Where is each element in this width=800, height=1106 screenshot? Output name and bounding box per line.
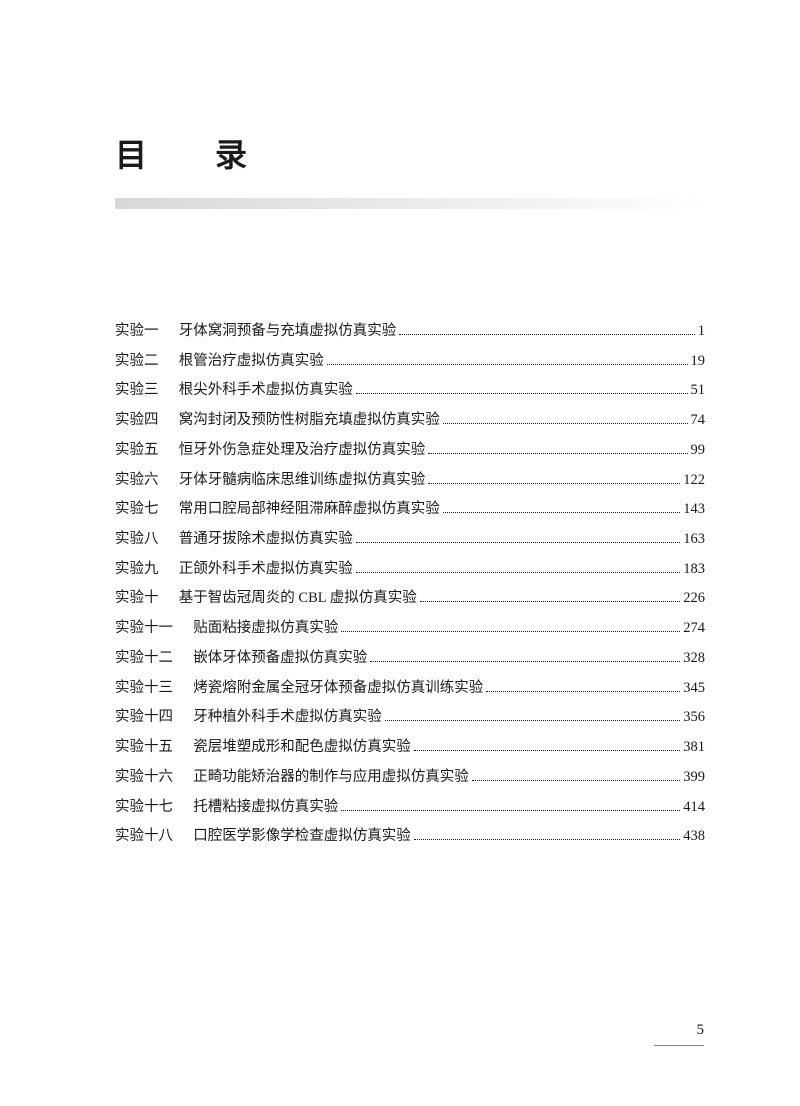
- toc-entry: 实验十六正畸功能矫治器的制作与应用虚拟仿真实验 399: [115, 763, 705, 793]
- toc-entry-page: 19: [691, 347, 706, 377]
- toc-entry: 实验十八口腔医学影像学检查虚拟仿真实验 438: [115, 822, 705, 852]
- toc-entry: 实验三根尖外科手术虚拟仿真实验 51: [115, 376, 705, 406]
- toc-entry-dots: [420, 601, 681, 602]
- toc-entry-text: 恒牙外伤急症处理及治疗虚拟仿真实验: [179, 436, 426, 466]
- toc-entry-label: 实验十四: [115, 703, 173, 733]
- toc-entry: 实验一牙体窝洞预备与充填虚拟仿真实验 1: [115, 317, 705, 347]
- toc-entry-label: 实验十六: [115, 763, 173, 793]
- toc-entry-page: 122: [683, 466, 705, 496]
- toc-entry-page: 381: [683, 733, 705, 763]
- toc-entry-page: 143: [683, 495, 705, 525]
- toc-entry-label: 实验十八: [115, 822, 173, 852]
- toc-entry: 实验六牙体牙髓病临床思维训练虚拟仿真实验 122: [115, 466, 705, 496]
- toc-entry-dots: [472, 780, 680, 781]
- toc-entry-page: 226: [683, 584, 705, 614]
- toc-entry-page: 163: [683, 525, 705, 555]
- toc-entry-label: 实验五: [115, 436, 159, 466]
- toc-entry-label: 实验三: [115, 376, 159, 406]
- toc-entry-dots: [414, 839, 680, 840]
- toc-entry: 实验十五瓷层堆塑成形和配色虚拟仿真实验 381: [115, 733, 705, 763]
- toc-entry-page: 356: [683, 703, 705, 733]
- toc-entry-text: 常用口腔局部神经阻滞麻醉虚拟仿真实验: [179, 495, 440, 525]
- toc-entry: 实验二根管治疗虚拟仿真实验 19: [115, 347, 705, 377]
- toc-entry-page: 1: [698, 317, 705, 347]
- toc-entry-label: 实验十三: [115, 674, 173, 704]
- toc-entry-dots: [399, 334, 694, 335]
- toc-entry-label: 实验十一: [115, 614, 173, 644]
- toc-entry-text: 窝沟封闭及预防性树脂充填虚拟仿真实验: [179, 406, 440, 436]
- toc-entry-dots: [385, 720, 680, 721]
- page-number-underline: [654, 1045, 704, 1046]
- toc-entry-text: 贴面粘接虚拟仿真实验: [193, 614, 338, 644]
- toc-entry-text: 正颌外科手术虚拟仿真实验: [179, 555, 353, 585]
- toc-entry-dots: [443, 512, 680, 513]
- toc-entry: 实验十二嵌体牙体预备虚拟仿真实验 328: [115, 644, 705, 674]
- toc-entry-dots: [370, 661, 680, 662]
- toc-entry-label: 实验二: [115, 347, 159, 377]
- toc-entry-text: 牙体窝洞预备与充填虚拟仿真实验: [179, 317, 397, 347]
- page-number-text: 5: [697, 1022, 705, 1038]
- toc-entry: 实验十三烤瓷熔附金属全冠牙体预备虚拟仿真训练实验 345: [115, 674, 705, 704]
- toc-entry-page: 183: [683, 555, 705, 585]
- toc-entry: 实验十一贴面粘接虚拟仿真实验 274: [115, 614, 705, 644]
- toc-entry: 实验四窝沟封闭及预防性树脂充填虚拟仿真实验 74: [115, 406, 705, 436]
- toc-entry-page: 414: [683, 793, 705, 823]
- toc-entry-dots: [341, 810, 680, 811]
- toc-entry: 实验九正颌外科手术虚拟仿真实验 183: [115, 555, 705, 585]
- toc-entry-page: 328: [683, 644, 705, 674]
- toc-entry-page: 274: [683, 614, 705, 644]
- toc-entry-text: 根管治疗虚拟仿真实验: [179, 347, 324, 377]
- toc-entry-page: 399: [683, 763, 705, 793]
- toc-entry-dots: [428, 453, 687, 454]
- toc-entry: 实验十四牙种植外科手术虚拟仿真实验 356: [115, 703, 705, 733]
- toc-list: 实验一牙体窝洞预备与充填虚拟仿真实验1实验二根管治疗虚拟仿真实验19实验三根尖外…: [115, 317, 705, 852]
- toc-entry-text: 牙种植外科手术虚拟仿真实验: [193, 703, 382, 733]
- toc-entry-text: 嵌体牙体预备虚拟仿真实验: [193, 644, 367, 674]
- toc-entry-text: 托槽粘接虚拟仿真实验: [193, 793, 338, 823]
- toc-entry-label: 实验六: [115, 466, 159, 496]
- toc-entry-label: 实验四: [115, 406, 159, 436]
- document-page: 目 录 实验一牙体窝洞预备与充填虚拟仿真实验1实验二根管治疗虚拟仿真实验19实验…: [0, 0, 800, 852]
- toc-entry-page: 51: [691, 376, 706, 406]
- toc-title: 目 录: [115, 130, 705, 176]
- title-divider: [115, 198, 705, 209]
- toc-entry-dots: [356, 572, 680, 573]
- toc-entry-text: 烤瓷熔附金属全冠牙体预备虚拟仿真训练实验: [193, 674, 483, 704]
- toc-entry-text: 正畸功能矫治器的制作与应用虚拟仿真实验: [193, 763, 469, 793]
- toc-entry: 实验十七托槽粘接虚拟仿真实验 414: [115, 793, 705, 823]
- toc-entry-label: 实验七: [115, 495, 159, 525]
- toc-entry-dots: [327, 364, 688, 365]
- toc-entry-dots: [414, 750, 680, 751]
- toc-entry-text: 瓷层堆塑成形和配色虚拟仿真实验: [193, 733, 411, 763]
- page-number: 5: [654, 1022, 704, 1046]
- toc-entry-text: 普通牙拔除术虚拟仿真实验: [179, 525, 353, 555]
- toc-entry-page: 345: [683, 674, 705, 704]
- toc-entry-text: 根尖外科手术虚拟仿真实验: [179, 376, 353, 406]
- toc-entry-page: 438: [683, 822, 705, 852]
- toc-entry-page: 99: [691, 436, 706, 466]
- toc-entry-dots: [356, 393, 688, 394]
- toc-entry-text: 口腔医学影像学检查虚拟仿真实验: [193, 822, 411, 852]
- toc-entry-page: 74: [691, 406, 706, 436]
- toc-entry: 实验五恒牙外伤急症处理及治疗虚拟仿真实验 99: [115, 436, 705, 466]
- toc-entry-dots: [486, 691, 680, 692]
- toc-entry-label: 实验一: [115, 317, 159, 347]
- toc-entry: 实验八普通牙拔除术虚拟仿真实验 163: [115, 525, 705, 555]
- toc-entry-dots: [428, 483, 680, 484]
- toc-entry-label: 实验九: [115, 555, 159, 585]
- toc-entry-dots: [356, 542, 680, 543]
- toc-entry-label: 实验十二: [115, 644, 173, 674]
- toc-entry-label: 实验十七: [115, 793, 173, 823]
- toc-entry-label: 实验十五: [115, 733, 173, 763]
- toc-entry: 实验七常用口腔局部神经阻滞麻醉虚拟仿真实验 143: [115, 495, 705, 525]
- toc-entry-label: 实验八: [115, 525, 159, 555]
- toc-entry-dots: [443, 423, 688, 424]
- toc-entry-text: 牙体牙髓病临床思维训练虚拟仿真实验: [179, 466, 426, 496]
- toc-entry-label: 实验十: [115, 584, 159, 614]
- toc-entry-text: 基于智齿冠周炎的 CBL 虚拟仿真实验: [179, 584, 417, 614]
- toc-entry-dots: [341, 631, 680, 632]
- toc-entry: 实验十基于智齿冠周炎的 CBL 虚拟仿真实验 226: [115, 584, 705, 614]
